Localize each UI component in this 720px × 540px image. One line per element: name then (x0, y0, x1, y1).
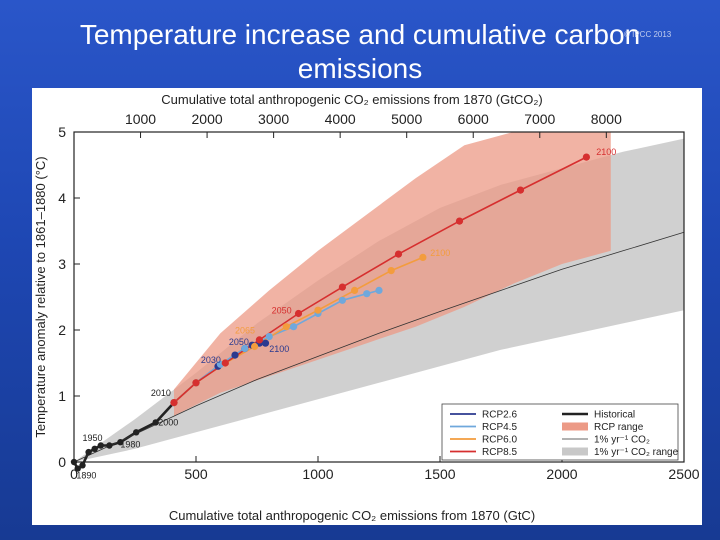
data-point-rcp6-0 (251, 342, 259, 351)
y-tick-label: 1 (58, 388, 66, 404)
top-tick-label: 6000 (458, 111, 489, 127)
data-point-rcp4-5 (241, 344, 249, 353)
legend-label: RCP8.5 (482, 447, 517, 458)
x-tick-label: 2500 (668, 466, 699, 482)
data-point-rcp8-5 (394, 250, 403, 258)
top-tick-label: 2000 (192, 111, 223, 127)
data-point-historical (106, 442, 113, 449)
y-tick-label: 0 (58, 454, 66, 470)
x-axis-title: Cumulative total anthropogenic CO₂ emiss… (169, 508, 535, 523)
data-point-historical (74, 465, 81, 472)
top-tick-label: 1000 (125, 111, 156, 127)
data-point-rcp2-6 (261, 339, 270, 347)
year-label: 1950 (83, 433, 103, 443)
year-label: 2050 (229, 337, 249, 347)
data-point-rcp6-0 (387, 267, 395, 275)
year-label: 2100 (430, 248, 450, 258)
legend-label: RCP6.0 (482, 435, 517, 446)
data-point-rcp8-5 (582, 153, 591, 161)
top-axis-title: Cumulative total anthropogenic CO₂ emiss… (161, 92, 542, 107)
y-axis-title: Temperature anomaly relative to 1861–188… (33, 156, 48, 437)
data-point-rcp4-5 (265, 333, 273, 341)
data-point-rcp4-5 (290, 323, 298, 331)
x-tick-label: 2000 (546, 466, 577, 482)
data-point-rcp8-5 (255, 336, 263, 344)
data-point-historical (85, 448, 92, 456)
series-line-rcp8-5 (173, 156, 587, 404)
legend-box (441, 403, 679, 461)
y-tick-label: 4 (58, 190, 66, 206)
data-point-rcp6-0 (351, 286, 359, 294)
data-point-historical (133, 429, 140, 436)
x-tick-label: 1000 (302, 466, 333, 482)
top-tick-label: 3000 (258, 111, 289, 127)
legend-label: Historical (594, 410, 635, 421)
data-point-historical (91, 445, 98, 452)
y-tick-label: 2 (58, 322, 66, 338)
legend-label: 1% yr⁻¹ CO₂ (594, 435, 650, 446)
legend-swatch (562, 422, 588, 431)
top-tick-label: 8000 (591, 111, 622, 127)
year-label: 2065 (235, 325, 255, 335)
year-label: 2030 (201, 355, 221, 365)
year-label: 2050 (272, 306, 292, 316)
data-point-rcp8-5 (516, 186, 525, 194)
year-label: 1890 (76, 471, 96, 481)
series-line-1-yr-co (73, 231, 685, 463)
slide-credit: © IPCC 2013 (624, 30, 672, 39)
year-label: 2010 (151, 388, 171, 398)
top-tick-label: 4000 (325, 111, 356, 127)
slide-title: Temperature increase and cumulative carb… (79, 19, 641, 84)
legend-label: 1% yr⁻¹ CO₂ range (594, 447, 679, 458)
top-tick-label: 5000 (391, 111, 422, 127)
data-point-rcp2-6 (231, 351, 239, 359)
legend-label: RCP4.5 (482, 422, 517, 433)
legend-label: RCP range (594, 422, 644, 433)
chart-svg: 1890195019802000201020302050206521002050… (33, 92, 700, 523)
data-point-rcp4-5 (375, 286, 383, 294)
data-point-rcp4-5 (338, 296, 346, 304)
series-line-rcp4-5 (173, 289, 380, 404)
data-point-rcp8-5 (455, 217, 464, 225)
year-label: 2000 (158, 418, 178, 428)
data-point-rcp6-0 (419, 253, 427, 261)
data-point-historical (117, 439, 124, 446)
x-tick-label: 500 (184, 466, 208, 482)
data-point-rcp4-5 (363, 290, 371, 298)
x-tick-label: 0 (70, 466, 78, 482)
data-point-rcp6-0 (282, 323, 290, 331)
y-tick-label: 5 (58, 124, 66, 140)
data-point-rcp6-0 (314, 306, 322, 314)
data-point-rcp8-5 (294, 309, 303, 318)
year-label: 1980 (120, 440, 140, 450)
legend-swatch (562, 447, 588, 456)
year-label: 2100 (269, 344, 289, 354)
data-point-rcp8-5 (221, 359, 229, 367)
data-point-rcp8-5 (338, 283, 346, 291)
data-point-historical (97, 442, 105, 449)
chart-panel: 1890 1950 1980 2000 2010 2030 2050 2065 2100 2050… (32, 88, 702, 525)
data-point-rcp8-5 (170, 399, 178, 407)
data-point-historical (79, 462, 86, 469)
data-point-historical (152, 419, 159, 426)
data-point-rcp8-5 (192, 379, 200, 387)
plot-frame (73, 131, 685, 463)
top-tick-label: 7000 (524, 111, 555, 127)
x-tick-label: 1500 (424, 466, 455, 482)
year-label: 2100 (596, 147, 616, 157)
legend-label: RCP2.6 (482, 410, 517, 421)
y-tick-label: 3 (58, 256, 66, 272)
